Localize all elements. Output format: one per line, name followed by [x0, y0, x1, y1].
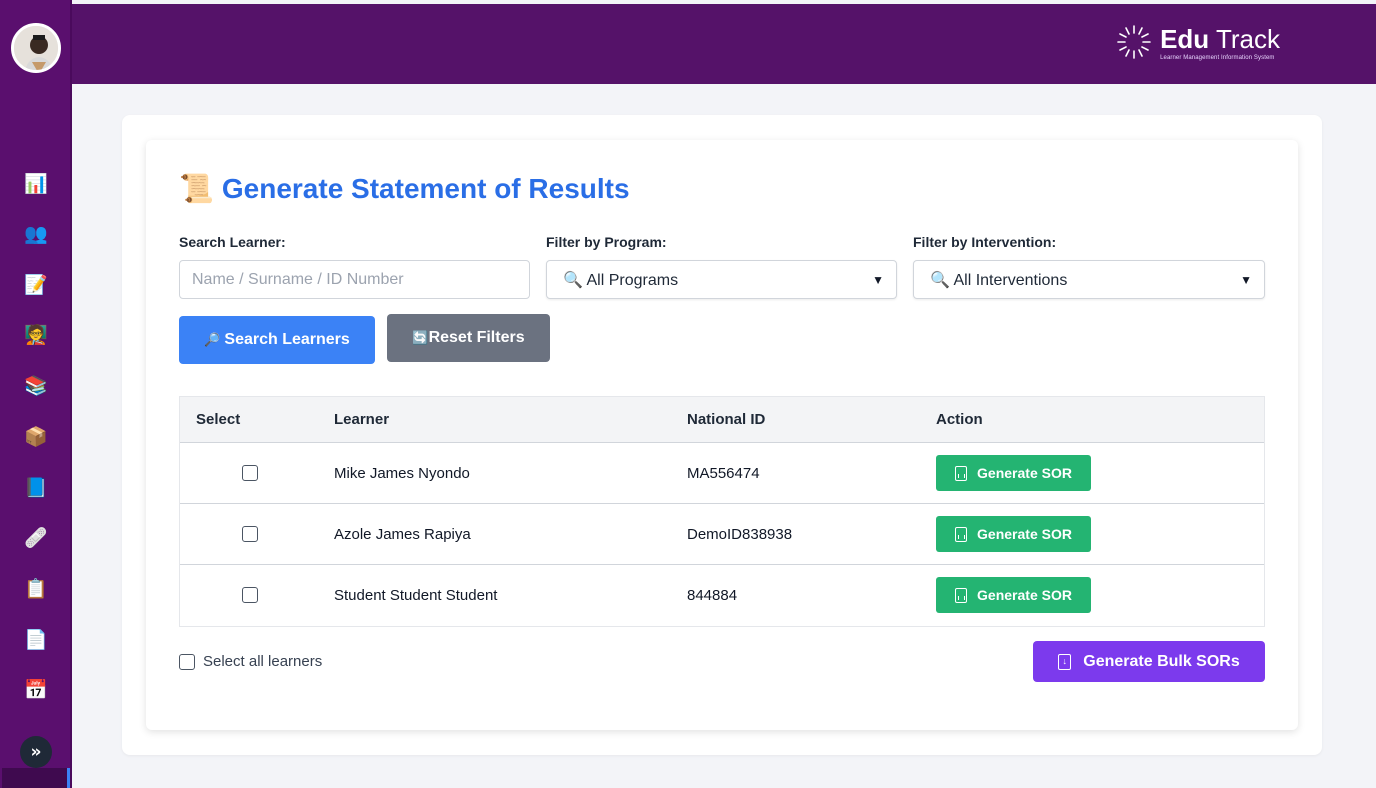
search-learners-button[interactable]: 🔎 Search Learners [179, 316, 375, 364]
sidebar-bottom-item[interactable] [2, 768, 70, 788]
chart-icon: 📊 [24, 174, 48, 195]
calendar-icon: 📅 [24, 680, 48, 701]
sidebar-item-programs[interactable]: 📚 [22, 372, 50, 400]
page-title-text: Generate Statement of Results [221, 172, 630, 204]
book-icon: 📘 [24, 478, 48, 499]
search-learner-input[interactable] [179, 260, 530, 299]
brand-name-light: Track [1215, 24, 1280, 54]
sidebar-item-interventions[interactable]: 🩹 [22, 524, 50, 552]
generate-sor-button[interactable]: Generate SOR [936, 577, 1091, 613]
user-avatar[interactable] [11, 23, 61, 73]
document-icon: 📄 [24, 630, 48, 651]
generate-sor-label: Generate SOR [977, 526, 1072, 542]
avatar-photo [14, 26, 58, 70]
sidebar: 📊 👥 📝 🧑‍🏫 📚 📦 📘 🩹 📋 📄 📅 » [0, 0, 72, 788]
top-bar: Edu Track Learner Management Information… [72, 4, 1376, 84]
select-all-checkbox[interactable] [179, 653, 195, 670]
generate-sor-button[interactable]: Generate SOR [936, 516, 1091, 552]
sidebar-item-dashboard[interactable]: 📊 [22, 170, 50, 198]
learner-name: Student Student Student [334, 587, 498, 604]
program-filter-label: Filter by Program: [546, 234, 667, 250]
header-learner: Learner [334, 411, 390, 428]
row-select-checkbox[interactable] [242, 587, 258, 603]
learners-table: Select Learner National ID Action Mike J… [179, 396, 1265, 627]
page-title: 📜 Generate Statement of Results [179, 172, 630, 205]
header-national-id: National ID [687, 411, 766, 428]
intervention-selected-value: 🔍 All Interventions [930, 271, 1068, 289]
select-all-control[interactable]: Select all learners [179, 653, 322, 670]
reset-filters-button[interactable]: 🔄 Reset Filters [387, 314, 550, 362]
reset-filters-label: Reset Filters [428, 329, 525, 346]
brand-logo[interactable]: Edu Track Learner Management Information… [1116, 24, 1280, 61]
search-learner-label: Search Learner: [179, 234, 286, 250]
sidebar-item-clipboard[interactable]: 📋 [22, 575, 50, 603]
sidebar-expand-button[interactable]: » [20, 736, 52, 768]
sidebar-item-learners[interactable]: 👥 [22, 220, 50, 248]
sidebar-item-facilitators[interactable]: 🧑‍🏫 [22, 321, 50, 349]
national-id: DemoID838938 [687, 526, 793, 543]
table-row: Mike James Nyondo MA556474 Generate SOR [180, 443, 1264, 504]
document-chart-icon [955, 465, 968, 481]
national-id: MA556474 [687, 465, 760, 482]
download-document-icon: ↓ [1058, 653, 1072, 670]
brand-text: Edu Track Learner Management Information… [1160, 24, 1280, 61]
row-select-checkbox[interactable] [242, 526, 258, 542]
refresh-icon: 🔄 [412, 330, 429, 345]
learner-name: Azole James Rapiya [334, 526, 471, 543]
document-chart-icon [955, 587, 968, 603]
teacher-icon: 🧑‍🏫 [24, 325, 48, 346]
chevron-down-icon: ▼ [872, 272, 884, 287]
program-selected-value: 🔍 All Programs [563, 271, 679, 289]
sunburst-icon [1117, 25, 1151, 59]
generate-bulk-sors-label: Generate Bulk SORs [1083, 652, 1240, 670]
sidebar-item-calendar[interactable]: 📅 [22, 676, 50, 704]
header-select: Select [196, 411, 241, 428]
package-icon: 📦 [24, 427, 48, 448]
bandage-icon: 🩹 [24, 528, 48, 549]
scroll-icon: 📜 [179, 173, 214, 204]
clipboard-icon: 📋 [24, 579, 48, 600]
brand-name: Edu Track [1160, 24, 1280, 54]
chevron-down-icon: ▼ [1240, 272, 1252, 287]
sidebar-item-assessments[interactable]: 📝 [22, 271, 50, 299]
document-chart-icon [955, 526, 968, 542]
generate-sor-label: Generate SOR [977, 465, 1072, 481]
intervention-filter-label: Filter by Intervention: [913, 234, 1057, 250]
generate-sor-label: Generate SOR [977, 587, 1072, 603]
brand-name-bold: Edu [1160, 24, 1210, 54]
double-chevron-right-icon: » [30, 742, 42, 762]
generate-bulk-sors-button[interactable]: ↓ Generate Bulk SORs [1033, 641, 1265, 682]
row-select-checkbox[interactable] [242, 465, 258, 481]
table-header: Select Learner National ID Action [180, 397, 1264, 443]
select-all-label: Select all learners [203, 653, 323, 670]
learner-name: Mike James Nyondo [334, 465, 470, 482]
intervention-filter-select[interactable]: 🔍 All Interventions ▼ [913, 260, 1265, 299]
header-action: Action [936, 411, 983, 428]
brand-tagline: Learner Management Information System [1160, 55, 1275, 61]
table-row: Student Student Student 844884 Generate … [180, 565, 1264, 626]
sidebar-item-documents[interactable]: 📄 [22, 626, 50, 654]
program-filter-select[interactable]: 🔍 All Programs ▼ [546, 260, 897, 299]
users-icon: 👥 [24, 224, 48, 245]
generate-sor-button[interactable]: Generate SOR [936, 455, 1091, 491]
national-id: 844884 [687, 587, 738, 604]
sidebar-item-packages[interactable]: 📦 [22, 423, 50, 451]
books-icon: 📚 [24, 376, 48, 397]
sidebar-item-books[interactable]: 📘 [22, 474, 50, 502]
table-row: Azole James Rapiya DemoID838938 Generate… [180, 504, 1264, 565]
memo-icon: 📝 [24, 275, 48, 296]
search-learners-label: Search Learners [224, 331, 350, 348]
magnifier-icon: 🔎 [204, 332, 221, 347]
